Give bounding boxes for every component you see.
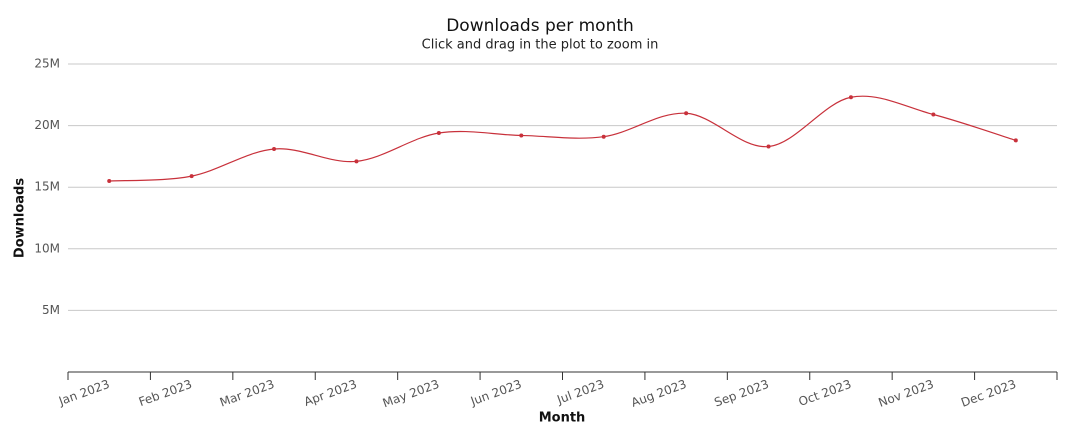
point	[1013, 138, 1018, 143]
x-tick-label: Aug 2023	[629, 377, 688, 410]
point	[684, 111, 689, 116]
y-tick-label: 15M	[34, 180, 60, 194]
x-tick-label: Jan 2023	[56, 377, 111, 409]
point	[272, 147, 277, 152]
y-tick-label: 10M	[34, 241, 60, 255]
point	[189, 174, 194, 179]
chart-subtitle: Click and drag in the plot to zoom in	[422, 38, 659, 53]
x-tick-label: Sep 2023	[712, 377, 770, 410]
point	[766, 144, 771, 149]
point	[601, 134, 606, 139]
x-tick-label: Dec 2023	[959, 377, 1018, 410]
x-tick-label: Feb 2023	[137, 377, 194, 409]
y-axis-title: Downloads	[13, 178, 28, 258]
point	[519, 133, 524, 138]
y-tick-label: 20M	[34, 118, 60, 132]
x-tick-label: Oct 2023	[797, 377, 854, 409]
x-tick-label: Jun 2023	[468, 377, 524, 409]
y-tick-label: 25M	[34, 57, 60, 71]
chart-title: Downloads per month	[446, 16, 634, 36]
x-tick-label: May 2023	[381, 377, 441, 410]
point	[354, 159, 359, 164]
x-tick-label: Nov 2023	[877, 377, 936, 410]
point	[931, 112, 936, 117]
x-axis-title: Month	[539, 411, 586, 426]
point	[436, 130, 441, 135]
x-tick-label: Mar 2023	[218, 377, 276, 410]
x-tick-label: Apr 2023	[302, 377, 359, 409]
y-tick-label: 5M	[42, 303, 60, 317]
x-tick-label: Jul 2023	[554, 377, 606, 407]
point	[848, 95, 853, 100]
line	[109, 95, 1016, 182]
point	[107, 179, 112, 184]
